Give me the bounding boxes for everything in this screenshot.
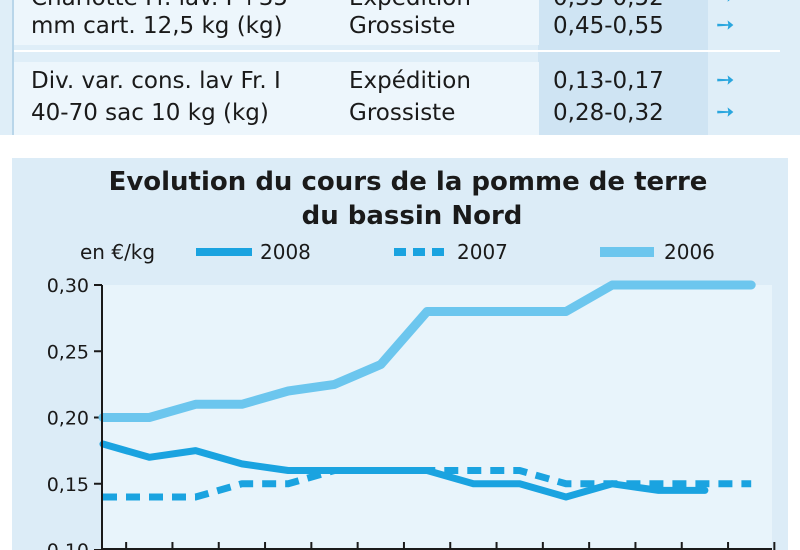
row-block-background-1 <box>14 0 539 45</box>
market-stage: Grossiste <box>349 100 456 126</box>
chart-legend: 2008 2007 2006 <box>196 240 715 264</box>
table-row: Div. var. cons. lav Fr. I Expédition 0,1… <box>0 64 766 98</box>
price-column-background <box>538 0 708 135</box>
table-row: 40-70 sac 10 kg (kg) Grossiste 0,28-0,32… <box>0 96 766 130</box>
row-block-background-2 <box>14 62 539 135</box>
price-range: 0,28-0,32 <box>553 100 664 126</box>
price-range: 0,45-0,55 <box>553 13 664 39</box>
y-tick-label: 0,20 <box>47 408 89 430</box>
arrow-right-icon: ➙ <box>716 13 735 38</box>
y-tick-label: 0,30 <box>47 275 89 297</box>
series-line-2006 <box>98 280 756 422</box>
arrow-right-icon: ➙ <box>716 0 734 15</box>
series-line-2008 <box>99 440 709 501</box>
product-name-line2: mm cart. 12,5 kg (kg) <box>31 13 283 39</box>
product-name-line1: Charlotte Fr. lav. P+35 <box>31 0 321 15</box>
legend-label-2006: 2006 <box>664 240 715 264</box>
market-stage: Expédition <box>349 68 471 94</box>
arrow-right-icon: ➙ <box>716 68 735 93</box>
y-tick-label: 0,25 <box>47 341 89 363</box>
price-line-chart: Evolution du cours de la pomme de terre … <box>47 167 776 550</box>
legend-label-2008: 2008 <box>260 240 311 264</box>
product-name-line1: Div. var. cons. lav Fr. I <box>31 68 281 94</box>
price-table: Charlotte Fr. lav. P+35 Expédition 0,35-… <box>0 0 800 135</box>
row-separator <box>14 50 780 52</box>
y-axis-unit-label: en €/kg <box>80 240 155 264</box>
table-row: Charlotte Fr. lav. P+35 Expédition 0,35-… <box>0 0 766 15</box>
chart-title-line1: Evolution du cours de la pomme de terre <box>109 167 708 197</box>
market-stage: Grossiste <box>349 13 456 39</box>
y-tick-label: 0,15 <box>47 474 89 496</box>
y-tick-label: 0,10 <box>47 540 89 550</box>
legend-label-2007: 2007 <box>457 240 508 264</box>
arrow-right-icon: ➙ <box>716 100 735 125</box>
price-range: 0,13-0,17 <box>553 68 664 94</box>
table-left-rule <box>12 0 14 135</box>
chart-title-line2: du bassin Nord <box>302 201 523 231</box>
plot-area <box>102 285 772 550</box>
product-name-line2: 40-70 sac 10 kg (kg) <box>31 100 269 126</box>
chart-panel: Evolution du cours de la pomme de terre … <box>12 158 788 550</box>
market-stage: Expédition <box>349 0 471 15</box>
price-range: 0,35-0,52 <box>553 0 664 15</box>
table-row: mm cart. 12,5 kg (kg) Grossiste 0,45-0,5… <box>0 9 766 43</box>
y-axis-ticks: 0,10 0,15 0,20 0,25 0,30 <box>47 275 102 550</box>
series-lines <box>98 280 756 501</box>
